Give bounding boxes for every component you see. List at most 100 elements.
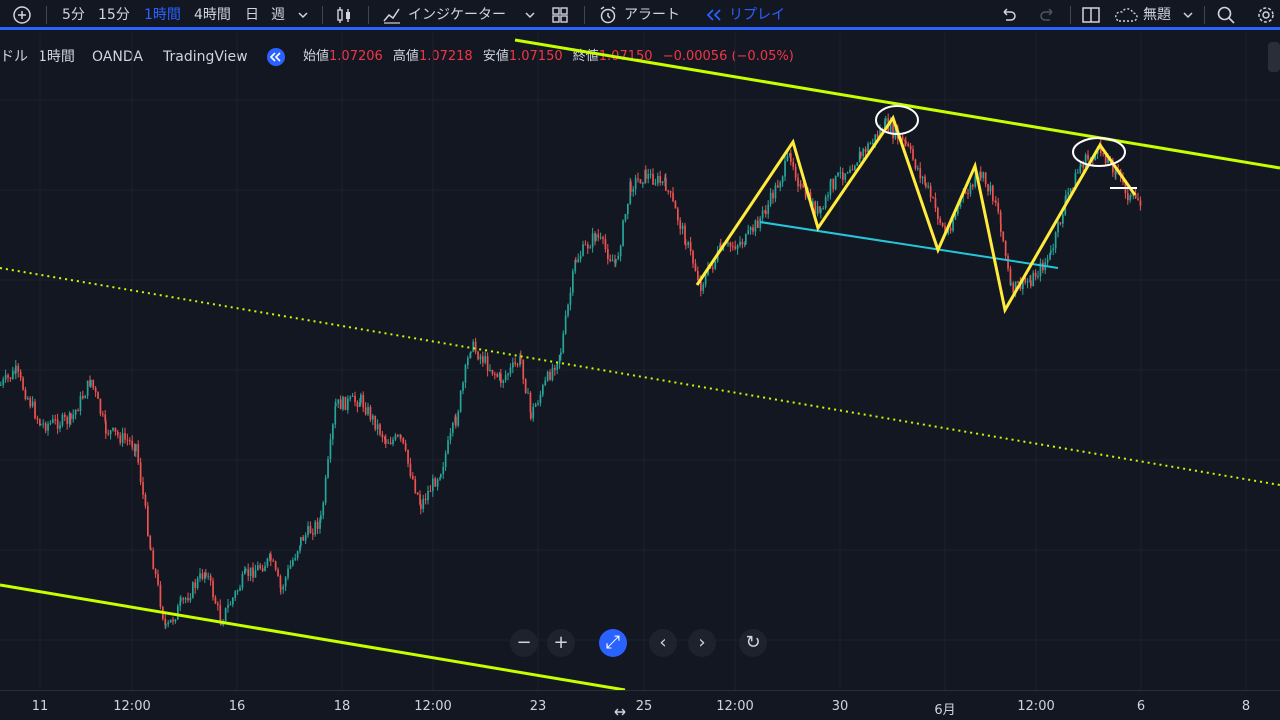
candle-body	[307, 526, 309, 536]
candle-body	[105, 421, 107, 434]
candle-body	[172, 619, 174, 622]
candle-body	[282, 586, 285, 590]
templates-grid-icon[interactable]	[550, 5, 570, 25]
candle-body	[99, 398, 102, 414]
candle-body	[969, 184, 972, 194]
gear-icon[interactable]	[1256, 5, 1276, 25]
price-chart[interactable]	[0, 33, 1280, 690]
candle-body	[412, 475, 414, 480]
candle-body	[602, 237, 604, 240]
channel-lower-line	[0, 583, 626, 690]
candle-body	[867, 143, 869, 153]
chevron-down-icon[interactable]	[523, 5, 537, 25]
candle-body	[546, 371, 549, 381]
candle-body	[434, 478, 437, 487]
candle-body	[1037, 276, 1039, 278]
alarm-clock-icon[interactable]	[598, 5, 618, 25]
separator	[46, 6, 47, 24]
indicators-icon[interactable]	[382, 5, 402, 25]
candle-body	[1032, 272, 1035, 287]
rewind-icon[interactable]	[704, 5, 724, 25]
search-icon[interactable]	[1216, 5, 1236, 25]
candle-body	[31, 401, 34, 407]
zoom-out-button[interactable]: −	[510, 629, 538, 657]
candle-body	[672, 192, 674, 202]
candle-body	[1074, 172, 1077, 190]
interval-15m[interactable]: 15分	[98, 7, 130, 23]
candle-body	[124, 433, 126, 440]
candle-body	[932, 197, 934, 199]
candle-body	[749, 227, 752, 231]
replay-button[interactable]: リプレイ	[729, 7, 785, 23]
scroll-left-button[interactable]: ‹	[649, 629, 677, 657]
indicators-button[interactable]: インジケーター	[408, 7, 506, 23]
fit-screen-button[interactable]: ⤢	[599, 629, 627, 657]
candle-body	[387, 442, 390, 444]
candle-body	[139, 462, 142, 483]
scroll-right-button[interactable]: ›	[688, 629, 716, 657]
separator	[584, 6, 585, 24]
interval-week[interactable]: 週	[271, 7, 285, 23]
candle-body	[404, 443, 407, 450]
replay-mode-icon[interactable]	[266, 47, 286, 67]
candle-body	[464, 365, 467, 383]
candle-body	[757, 220, 759, 229]
candle-body	[500, 373, 502, 383]
candle-body	[484, 356, 487, 363]
cloud-icon[interactable]	[1112, 5, 1140, 25]
candle-body	[292, 559, 294, 566]
candle-body	[165, 624, 167, 626]
candle-body	[901, 136, 904, 141]
reset-chart-button[interactable]: ↻	[739, 629, 767, 657]
candle-body	[498, 373, 501, 377]
redo-icon[interactable]	[1038, 5, 1058, 25]
candle-body	[1007, 256, 1009, 269]
add-symbol-icon[interactable]	[12, 5, 32, 25]
candle-body	[995, 200, 997, 203]
candle-body	[558, 355, 561, 364]
axis-drag-icon[interactable]	[613, 705, 627, 719]
candle-body	[924, 176, 926, 184]
layout-icon[interactable]	[1081, 5, 1101, 25]
interval-4h[interactable]: 4時間	[194, 7, 231, 23]
candle-body	[1107, 158, 1109, 164]
neckline	[759, 221, 1059, 269]
time-axis[interactable]: 11 12:00 16 18 12:00 23 25 12:00 30 6月 1…	[0, 690, 1280, 720]
undo-icon[interactable]	[998, 5, 1018, 25]
layout-name[interactable]: 無題	[1143, 7, 1171, 23]
zoom-in-button[interactable]: +	[547, 629, 575, 657]
candle-body	[82, 395, 84, 399]
candle-body	[249, 567, 252, 576]
candle-body	[937, 207, 939, 219]
candle-body	[64, 414, 66, 418]
interval-1h[interactable]: 1時間	[144, 7, 181, 23]
candle-body	[617, 255, 620, 260]
candle-body	[419, 494, 421, 505]
candle-body	[905, 140, 907, 144]
candle-body	[394, 435, 397, 440]
candle-body	[1012, 283, 1015, 293]
candle-body	[349, 396, 352, 399]
chevron-down-icon[interactable]	[296, 5, 310, 25]
candle-body	[192, 582, 194, 598]
candle-body	[131, 440, 134, 448]
right-scroll-handle[interactable]	[1268, 42, 1280, 72]
candle-body	[2, 379, 5, 385]
candle-body	[169, 619, 172, 623]
candle-body	[1084, 154, 1087, 168]
candle-body	[804, 187, 807, 198]
candle-body	[747, 230, 750, 235]
interval-5m[interactable]: 5分	[62, 7, 85, 23]
candle-body	[416, 492, 419, 495]
candle-body	[872, 142, 874, 144]
candle-body	[797, 177, 799, 187]
candle-style-icon[interactable]	[334, 5, 354, 25]
symbol-name[interactable]: ドル	[0, 49, 28, 65]
candle-body	[1069, 188, 1072, 193]
alert-button[interactable]: アラート	[624, 7, 680, 23]
candle-body	[974, 176, 977, 187]
candle-body	[144, 494, 147, 506]
interval-day[interactable]: 日	[245, 7, 259, 23]
candle-body	[47, 423, 49, 431]
chevron-down-icon[interactable]	[1181, 5, 1195, 25]
